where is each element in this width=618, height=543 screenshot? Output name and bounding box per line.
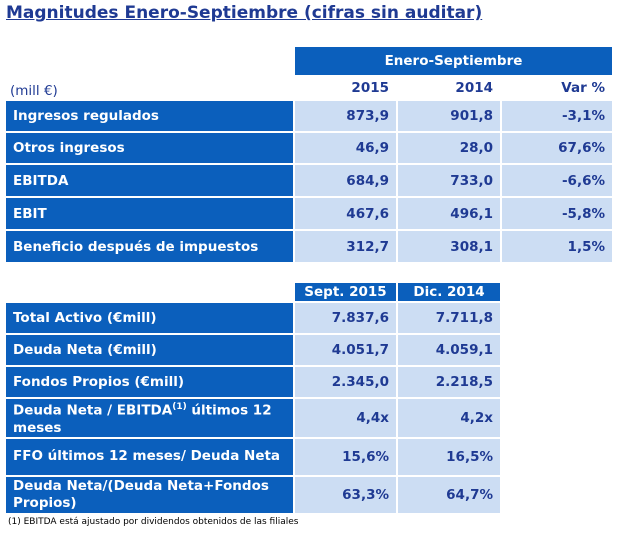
- cell-value: 64,7%: [398, 476, 500, 513]
- col-header-sept-2015: Sept. 2015: [295, 283, 396, 301]
- footnote-marker: (1): [172, 402, 187, 412]
- page-title: Magnitudes Enero-Septiembre (cifras sin …: [6, 3, 483, 23]
- table-row: EBIT 467,6 496,1 -5,8%: [6, 198, 612, 229]
- table-row: Beneficio después de impuestos 312,7 308…: [6, 231, 612, 262]
- cell-value: 63,3%: [295, 476, 396, 513]
- row-label: FFO últimos 12 meses/ Deuda Neta: [6, 438, 293, 475]
- balance-table: Sept. 2015 Dic. 2014 Total Activo (€mill…: [4, 281, 502, 515]
- table-row: Otros ingresos 46,9 28,0 67,6%: [6, 133, 612, 163]
- col-header-2014: 2014: [398, 77, 500, 99]
- col-header-var: Var %: [502, 77, 612, 99]
- table-row: FFO últimos 12 meses/ Deuda Neta 15,6% 1…: [6, 438, 500, 475]
- row-label: EBITDA: [6, 165, 293, 196]
- cell-value: 467,6: [295, 198, 396, 229]
- cell-value: 46,9: [295, 133, 396, 163]
- row-label: Fondos Propios (€mill): [6, 367, 293, 397]
- cell-value: 2.218,5: [398, 367, 500, 397]
- table-row: Total Activo (€mill) 7.837,6 7.711,8: [6, 303, 500, 333]
- row-label: Otros ingresos: [6, 133, 293, 163]
- cell-value: 312,7: [295, 231, 396, 262]
- table-row: Ingresos regulados 873,9 901,8 -3,1%: [6, 101, 612, 131]
- table-row: EBITDA 684,9 733,0 -6,6%: [6, 165, 612, 196]
- cell-value: 7.837,6: [295, 303, 396, 333]
- cell-value: 28,0: [398, 133, 500, 163]
- cell-value: 733,0: [398, 165, 500, 196]
- cell-value: 15,6%: [295, 438, 396, 475]
- row-label: Ingresos regulados: [6, 101, 293, 131]
- table-row: Deuda Neta / EBITDA(1) últimos 12 meses …: [6, 399, 500, 437]
- cell-value: 16,5%: [398, 438, 500, 475]
- cell-value: 4,4x: [295, 399, 396, 437]
- cell-value: 4.059,1: [398, 335, 500, 365]
- row-label: EBIT: [6, 198, 293, 229]
- cell-value: 873,9: [295, 101, 396, 131]
- cell-value: -6,6%: [502, 165, 612, 196]
- cell-value: 496,1: [398, 198, 500, 229]
- cell-value: 2.345,0: [295, 367, 396, 397]
- row-label-text: Deuda Neta / EBITDA: [13, 402, 173, 419]
- table-row: Fondos Propios (€mill) 2.345,0 2.218,5: [6, 367, 500, 397]
- cell-value: 901,8: [398, 101, 500, 131]
- unit-label: (mill €): [10, 83, 58, 99]
- cell-value: 308,1: [398, 231, 500, 262]
- col-header-2015: 2015: [295, 77, 396, 99]
- row-label: Deuda Neta / EBITDA(1) últimos 12 meses: [6, 399, 293, 437]
- cell-value: 7.711,8: [398, 303, 500, 333]
- cell-value: -3,1%: [502, 101, 612, 131]
- table-row: Deuda Neta/(Deuda Neta+Fondos Propios) 6…: [6, 476, 500, 513]
- row-label: Total Activo (€mill): [6, 303, 293, 333]
- row-label-text: últimos 12 meses: [13, 402, 272, 436]
- table-row: Deuda Neta (€mill) 4.051,7 4.059,1: [6, 335, 500, 365]
- cell-value: 684,9: [295, 165, 396, 196]
- footnote: (1) EBITDA está ajustado por dividendos …: [8, 517, 299, 527]
- cell-value: 4,2x: [398, 399, 500, 437]
- col-header-dic-2014: Dic. 2014: [398, 283, 500, 301]
- results-table: Enero-Septiembre (mill €) 2015 2014 Var …: [4, 45, 614, 264]
- cell-value: 1,5%: [502, 231, 612, 262]
- period-header: Enero-Septiembre: [295, 47, 612, 75]
- row-label: Beneficio después de impuestos: [6, 231, 293, 262]
- cell-value: 67,6%: [502, 133, 612, 163]
- row-label: Deuda Neta/(Deuda Neta+Fondos Propios): [6, 476, 293, 513]
- cell-value: 4.051,7: [295, 335, 396, 365]
- row-label: Deuda Neta (€mill): [6, 335, 293, 365]
- cell-value: -5,8%: [502, 198, 612, 229]
